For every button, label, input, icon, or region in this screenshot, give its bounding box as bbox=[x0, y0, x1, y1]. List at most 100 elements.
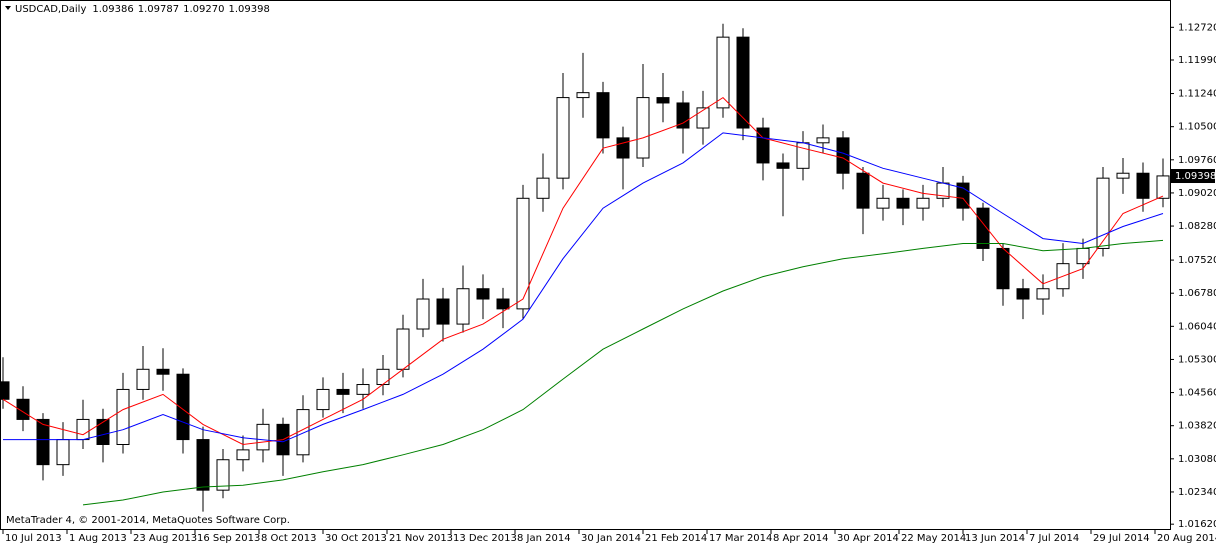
x-tick-label: 16 Sep 2013 bbox=[197, 533, 260, 544]
y-tick-label: 1.10500 bbox=[1178, 122, 1216, 133]
x-tick-label: 22 May 2014 bbox=[901, 533, 966, 544]
y-tick-label: 1.09760 bbox=[1178, 155, 1216, 166]
candle-body bbox=[236, 449, 250, 461]
ohlc-value: 1.09270 bbox=[183, 4, 224, 15]
candle-body bbox=[436, 298, 450, 325]
x-tick-label: 13 Jun 2014 bbox=[965, 533, 1025, 544]
chart-title: USDCAD,Daily bbox=[15, 4, 86, 15]
candle-body bbox=[1036, 288, 1050, 300]
candle-body bbox=[1076, 247, 1090, 265]
y-tick-label: 1.11240 bbox=[1178, 89, 1216, 100]
candle-body bbox=[536, 177, 550, 199]
candle-body bbox=[696, 107, 710, 129]
candle-body bbox=[916, 197, 930, 209]
candle-body bbox=[616, 137, 630, 159]
x-tick-label: 1 Aug 2013 bbox=[69, 533, 127, 544]
y-tick-label: 1.04560 bbox=[1178, 388, 1216, 399]
x-tick-label: 8 Oct 2013 bbox=[261, 533, 316, 544]
x-tick-label: 29 Jul 2014 bbox=[1093, 533, 1150, 544]
ohlc-value: 1.09787 bbox=[138, 4, 179, 15]
y-tick-label: 1.03820 bbox=[1178, 421, 1216, 432]
candle-body bbox=[756, 127, 770, 164]
x-tick-label: 7 Jul 2014 bbox=[1029, 533, 1079, 544]
x-tick-label: 21 Nov 2013 bbox=[389, 533, 453, 544]
candle-body bbox=[656, 97, 670, 104]
y-tick-label: 1.01620 bbox=[1178, 519, 1216, 530]
candle-body bbox=[176, 373, 190, 441]
ohlc-value: 1.09398 bbox=[228, 4, 269, 15]
candle-body bbox=[356, 384, 370, 395]
x-tick-label: 10 Jul 2013 bbox=[5, 533, 62, 544]
menu-triangle[interactable] bbox=[5, 6, 11, 10]
candle-body bbox=[336, 388, 350, 395]
chart-header: USDCAD,Daily 1.09386 1.09787 1.09270 1.09398 bbox=[15, 4, 270, 15]
x-tick-label: 17 Mar 2014 bbox=[709, 533, 772, 544]
y-tick-label: 1.02340 bbox=[1178, 487, 1216, 498]
y-tick-label: 1.11990 bbox=[1178, 55, 1216, 66]
moving-average bbox=[2, 96, 1164, 446]
last-price-tag bbox=[1171, 169, 1215, 184]
candle-body bbox=[1016, 288, 1030, 300]
x-tick-label: 30 Jan 2014 bbox=[581, 533, 641, 544]
last-price-label: 1.09398 bbox=[1175, 171, 1216, 182]
candle-body bbox=[316, 388, 330, 411]
candle-body bbox=[36, 418, 50, 466]
moving-average bbox=[82, 239, 1164, 506]
x-tick-label: 13 Dec 2013 bbox=[453, 533, 517, 544]
candle-body bbox=[776, 162, 790, 169]
y-tick-label: 1.08280 bbox=[1178, 221, 1216, 232]
x-tick-label: 20 Aug 2014 bbox=[1157, 533, 1216, 544]
y-tick-label: 1.09020 bbox=[1178, 188, 1216, 199]
plot-frame bbox=[0, 0, 1171, 530]
candle-body bbox=[456, 288, 470, 325]
candle-body bbox=[1096, 177, 1110, 249]
candle-body bbox=[416, 298, 430, 330]
candle-body bbox=[996, 247, 1010, 290]
moving-average bbox=[3, 132, 1164, 443]
y-tick-label: 1.07520 bbox=[1178, 255, 1216, 266]
x-tick-label: 30 Oct 2013 bbox=[325, 533, 387, 544]
y-tick-label: 1.06780 bbox=[1178, 288, 1216, 299]
candle-body bbox=[16, 398, 30, 420]
x-tick-label: 21 Feb 2014 bbox=[645, 533, 707, 544]
candle-body bbox=[116, 388, 130, 446]
candle-body bbox=[836, 137, 850, 174]
candle-body bbox=[576, 92, 590, 99]
candle-body bbox=[856, 172, 870, 209]
candle-body bbox=[876, 197, 890, 209]
candle-body bbox=[816, 137, 830, 144]
candle-body bbox=[976, 207, 990, 249]
x-tick-label: 8 Jan 2014 bbox=[517, 533, 571, 544]
candle-body bbox=[396, 328, 410, 370]
candle-body bbox=[516, 197, 530, 310]
y-tick-label: 1.12720 bbox=[1178, 22, 1216, 33]
y-tick-label: 1.05300 bbox=[1178, 354, 1216, 365]
candle-body bbox=[96, 418, 110, 446]
candle-body bbox=[636, 97, 650, 159]
candle-body bbox=[556, 97, 570, 179]
candle-body bbox=[196, 439, 210, 491]
candle-body bbox=[1116, 172, 1130, 179]
y-tick-label: 1.03080 bbox=[1178, 454, 1216, 465]
y-tick-label: 1.06040 bbox=[1178, 321, 1216, 332]
x-tick-label: 23 Aug 2013 bbox=[133, 533, 197, 544]
x-tick-label: 8 Apr 2014 bbox=[773, 533, 828, 544]
candle-body bbox=[136, 368, 150, 390]
candle-body bbox=[1156, 175, 1170, 199]
candle-body bbox=[496, 298, 510, 310]
candle-body bbox=[216, 459, 230, 491]
candle-body bbox=[256, 423, 270, 451]
candle-body bbox=[476, 288, 490, 300]
ohlc-value: 1.09386 bbox=[92, 4, 133, 15]
candle-body bbox=[1136, 172, 1150, 199]
candle-body bbox=[296, 409, 310, 456]
candle-body bbox=[156, 368, 170, 375]
candle-body bbox=[376, 368, 390, 386]
candle-body bbox=[716, 36, 730, 109]
candle-body bbox=[76, 418, 90, 441]
candle-body bbox=[896, 197, 910, 209]
candle-body bbox=[56, 439, 70, 466]
x-tick-label: 30 Apr 2014 bbox=[837, 533, 899, 544]
candle-body bbox=[0, 381, 10, 400]
